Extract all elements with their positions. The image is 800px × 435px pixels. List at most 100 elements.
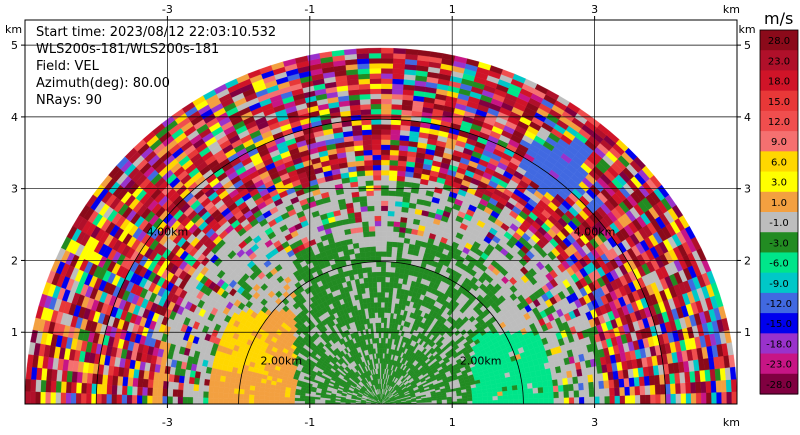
velocity-cell — [387, 302, 392, 309]
velocity-cell — [380, 98, 392, 105]
velocity-cell — [543, 397, 549, 404]
velocity-cell — [377, 307, 382, 313]
velocity-cell — [557, 378, 564, 386]
velocity-cell — [378, 337, 382, 344]
velocity-field — [25, 47, 737, 404]
velocity-cell — [362, 231, 370, 238]
velocity-cell — [369, 73, 382, 79]
velocity-cell — [363, 159, 373, 166]
velocity-cell — [373, 180, 382, 186]
velocity-cell — [395, 190, 404, 197]
velocity-cell — [392, 73, 405, 80]
velocity-cell — [389, 282, 394, 288]
velocity-cell — [502, 390, 508, 396]
velocity-cell — [359, 103, 371, 110]
velocity-cell — [405, 48, 419, 56]
velocity-cell — [390, 129, 401, 136]
velocity-cell — [353, 211, 362, 218]
velocity-cell — [353, 247, 360, 254]
velocity-cell — [706, 392, 712, 404]
velocity-cell — [543, 392, 549, 399]
velocity-cell — [376, 291, 382, 298]
velocity-cell — [614, 387, 621, 396]
velocity-cell — [388, 287, 394, 293]
velocity-cell — [380, 286, 386, 293]
velocity-cell — [547, 379, 554, 387]
velocity-cell — [609, 395, 616, 404]
velocity-cell — [359, 93, 371, 100]
velocity-cell — [643, 375, 651, 386]
velocity-cell — [380, 307, 385, 313]
velocity-cell — [538, 392, 544, 399]
velocity-cell — [507, 394, 514, 400]
velocity-cell — [400, 124, 411, 132]
velocity-cell — [397, 277, 404, 284]
velocity-cell — [517, 388, 524, 395]
velocity-cell — [383, 322, 387, 329]
velocity-cell — [395, 195, 403, 202]
velocity-cell — [358, 241, 365, 249]
velocity-cell — [373, 302, 378, 308]
velocity-cell — [397, 160, 407, 167]
velocity-cell — [512, 389, 519, 395]
velocity-cell — [387, 210, 395, 217]
velocity-cell — [623, 377, 630, 388]
velocity-cell — [357, 236, 365, 243]
velocity-cell — [380, 185, 389, 191]
velocity-cell — [376, 271, 382, 278]
velocity-cell — [537, 386, 544, 394]
velocity-cell — [368, 47, 382, 54]
velocity-cell — [362, 139, 373, 146]
velocity-cell — [639, 385, 646, 396]
velocity-cell — [380, 276, 386, 283]
velocity-cell — [482, 400, 488, 404]
velocity-cell — [720, 379, 727, 393]
velocity-cell — [357, 73, 370, 80]
velocity-cell — [372, 159, 382, 166]
velocity-cell — [517, 393, 524, 400]
velocity-cell — [380, 169, 390, 176]
velocity-cell — [387, 195, 396, 202]
velocity-cell — [618, 378, 625, 388]
velocity-cell — [380, 103, 392, 110]
velocity-cell — [497, 391, 503, 396]
velocity-cell — [365, 256, 372, 263]
velocity-cell — [352, 134, 363, 142]
velocity-cell — [378, 342, 382, 349]
velocity-cell — [487, 399, 494, 404]
velocity-cell — [507, 390, 514, 396]
velocity-cell — [380, 88, 393, 95]
velocity-cell — [579, 396, 585, 404]
velocity-cell — [467, 397, 473, 402]
velocity-cell — [558, 391, 565, 398]
velocity-cell — [380, 261, 387, 267]
velocity-cell — [380, 363, 383, 369]
velocity-cell — [372, 281, 378, 288]
velocity-cell — [628, 377, 635, 387]
velocity-cell — [398, 145, 409, 152]
velocity-cell — [670, 393, 677, 404]
velocity-cell — [373, 200, 382, 206]
velocity-cell — [377, 317, 382, 323]
velocity-cell — [357, 180, 366, 187]
velocity-cell — [391, 103, 403, 110]
velocity-cell — [680, 382, 687, 394]
velocity-cell — [526, 377, 533, 384]
velocity-cell — [356, 58, 370, 65]
velocity-cell — [380, 266, 386, 273]
velocity-cell — [378, 332, 382, 339]
velocity-cell — [451, 398, 458, 402]
velocity-cell — [370, 251, 377, 258]
velocity-cell — [398, 140, 409, 147]
velocity-cell — [675, 393, 682, 404]
velocity-cell — [393, 282, 399, 289]
velocity-cell — [368, 52, 382, 59]
velocity-cell — [389, 154, 399, 161]
velocity-cell — [665, 393, 672, 404]
velocity-cell — [373, 190, 382, 196]
velocity-cell — [553, 391, 560, 399]
velocity-cell — [380, 73, 393, 79]
velocity-cell — [522, 388, 529, 395]
velocity-cell — [402, 247, 409, 254]
velocity-cell — [568, 390, 575, 398]
